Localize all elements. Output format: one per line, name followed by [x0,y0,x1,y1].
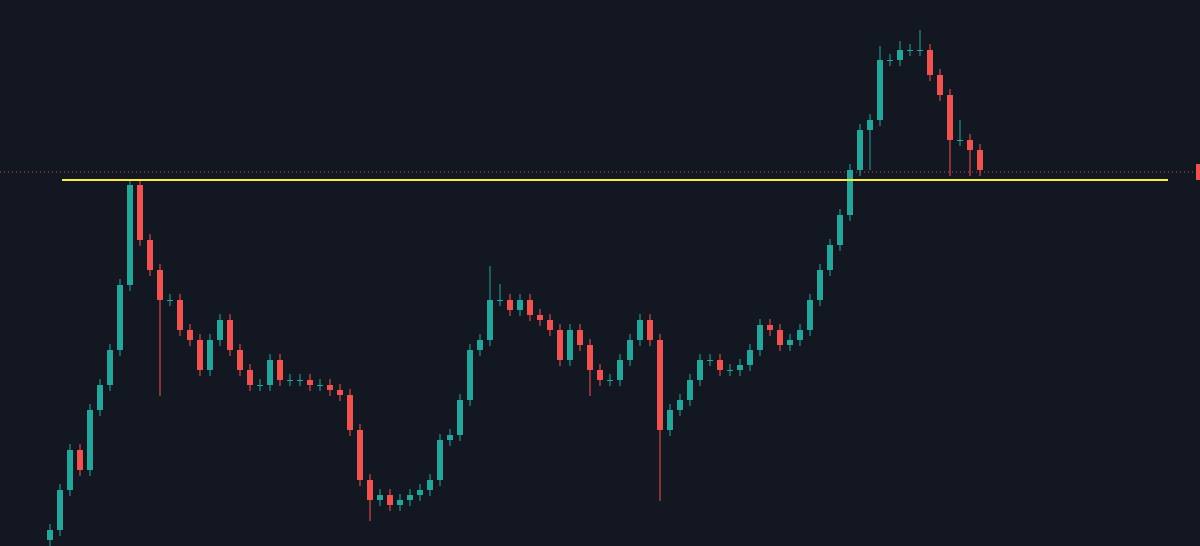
candle-body [217,320,223,340]
candle-body [717,360,723,370]
candle-body [437,440,443,480]
candle-body [107,350,113,385]
candle-body [147,240,153,270]
candle-body [807,300,813,330]
candle-body [467,350,473,400]
candle-body [957,140,963,141]
candle-body [837,215,843,245]
candle-body [407,495,413,500]
candle-body [797,330,803,340]
candle-body [267,360,273,385]
candle-body [97,385,103,410]
candle-body [637,320,643,340]
candle-body [867,120,873,130]
candle-body [587,345,593,370]
candle-body [507,300,513,310]
candle-body [137,185,143,240]
candle-body [127,185,133,285]
candle-body [667,410,673,430]
candle-body [427,480,433,490]
candle-body [167,300,173,301]
candle-body [197,340,203,370]
candle-body [567,330,573,360]
candle-body [397,500,403,505]
candle-body [707,360,713,361]
candle-body [907,50,913,51]
candle-body [947,95,953,140]
candle-body [277,360,283,380]
candle-body [897,50,903,60]
candle-body [767,325,773,330]
candle-body [447,435,453,440]
candle-body [617,360,623,380]
candle-body [537,315,543,320]
candle-body [237,350,243,370]
candle-body [607,380,613,381]
candle-body [677,400,683,410]
candle-body [307,380,313,385]
candle-body [247,370,253,385]
candle-body [77,450,83,470]
candle-body [967,140,973,150]
candle-body [257,385,263,386]
candle-body [67,450,73,490]
candle-body [877,60,883,120]
candle-body [697,360,703,380]
candle-body [317,385,323,386]
candle-body [387,495,393,505]
candle-body [457,400,463,435]
candle-body [777,330,783,345]
candle-body [497,300,503,301]
candle-body [857,130,863,170]
candle-body [157,270,163,300]
candle-body [337,390,343,395]
candle-body [297,380,303,381]
candle-body [817,270,823,300]
candle-body [557,330,563,360]
candle-body [117,285,123,350]
candle-body [577,330,583,345]
candle-body [847,170,853,215]
candle-body [327,385,333,390]
candle-body [977,150,983,170]
candle-body [357,430,363,480]
candle-body [287,380,293,381]
candle-body [647,320,653,340]
candle-body [657,340,663,430]
candle-body [187,330,193,340]
candle-body [487,300,493,340]
candle-body [787,340,793,345]
candle-body [177,300,183,330]
candle-body [47,530,53,540]
candle-body [827,245,833,270]
candle-body [417,490,423,495]
candle-body [737,365,743,370]
candle-body [687,380,693,400]
candle-body [227,320,233,350]
candle-body [377,495,383,500]
candle-body [547,320,553,330]
candle-body [917,50,923,51]
candle-body [627,340,633,360]
candle-body [527,300,533,315]
candle-body [57,490,63,530]
candle-body [727,370,733,371]
candle-body [927,50,933,75]
price-tag [1196,164,1200,180]
candle-body [347,395,353,430]
candle-body [747,350,753,365]
candle-body [207,340,213,370]
candle-body [477,340,483,350]
candle-body [887,60,893,61]
candle-body [757,325,763,350]
candle-body [597,370,603,380]
candle-body [937,75,943,95]
candle-body [517,300,523,310]
candle-body [87,410,93,470]
candle-body [367,480,373,500]
